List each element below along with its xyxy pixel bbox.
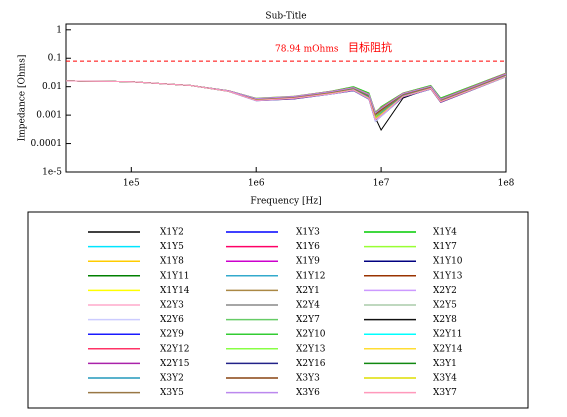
legend-label: X2Y11 — [433, 330, 463, 340]
legend-label: X1Y3 — [296, 228, 320, 238]
legend-label: X2Y9 — [160, 330, 184, 340]
legend-label: X1Y10 — [433, 257, 463, 267]
legend-label: X1Y6 — [296, 242, 320, 252]
legend-label: X3Y2 — [160, 374, 184, 384]
legend-label: X3Y4 — [433, 374, 457, 384]
y-tick-label: 1 — [56, 25, 62, 35]
legend-label: X3Y6 — [296, 388, 320, 398]
legend-label: X2Y8 — [433, 315, 457, 325]
legend-label: X2Y6 — [160, 315, 184, 325]
legend-label: X1Y7 — [433, 242, 457, 252]
x-tick-label: 1e8 — [498, 179, 515, 189]
legend-label: X2Y1 — [296, 286, 320, 296]
y-tick-label: 0.01 — [42, 82, 62, 92]
legend: X1Y2 X1Y3 X1Y4 X1Y5 X1Y6 X1Y7 X1Y8 X1Y9 X1Y10 X1Y… — [88, 228, 463, 398]
y-axis-label: Impedance [Ohms] — [18, 55, 28, 142]
legend-label: X3Y1 — [433, 359, 457, 369]
legend-label: X2Y15 — [160, 359, 190, 369]
legend-label: X2Y12 — [160, 344, 190, 354]
legend-label: X2Y3 — [160, 301, 184, 311]
y-tick-label: 0.1 — [48, 54, 62, 64]
target-name: 目标阻抗 — [348, 40, 392, 54]
legend-label: X3Y7 — [433, 388, 457, 398]
x-tick-label: 1e6 — [248, 179, 265, 189]
legend-label: X2Y13 — [296, 344, 326, 354]
legend-label: X2Y5 — [433, 301, 457, 311]
legend-label: X2Y16 — [296, 359, 326, 369]
legend-label: X1Y5 — [160, 242, 184, 252]
y-tick-label: 0.001 — [36, 111, 62, 121]
x-tick-label: 1e5 — [123, 179, 140, 189]
legend-label: X2Y7 — [296, 315, 320, 325]
legend-label: X2Y4 — [296, 301, 320, 311]
legend-label: X1Y12 — [296, 271, 326, 281]
legend-label: X3Y5 — [160, 388, 184, 398]
legend-label: X2Y2 — [433, 286, 457, 296]
legend-label: X1Y11 — [160, 271, 190, 281]
y-tick-label: 1e-5 — [42, 168, 62, 178]
target-label: 78.94 mOhms — [275, 45, 339, 55]
legend-label: X1Y4 — [433, 228, 457, 238]
legend-label: X3Y3 — [296, 374, 320, 384]
legend-label: X1Y9 — [296, 257, 320, 267]
x-tick-label: 1e7 — [373, 179, 390, 189]
y-tick-label: 0.0001 — [31, 139, 63, 149]
legend-label: X2Y14 — [433, 344, 463, 354]
legend-label: X1Y14 — [160, 286, 190, 296]
chart-title: Sub-Title — [265, 12, 306, 22]
x-axis-label: Frequency [Hz] — [250, 197, 321, 207]
legend-label: X2Y10 — [296, 330, 326, 340]
legend-label: X1Y13 — [433, 271, 463, 281]
series-line — [66, 75, 506, 121]
legend-box — [27, 211, 529, 409]
legend-label: X1Y8 — [160, 257, 184, 267]
legend-label: X1Y2 — [160, 228, 184, 238]
